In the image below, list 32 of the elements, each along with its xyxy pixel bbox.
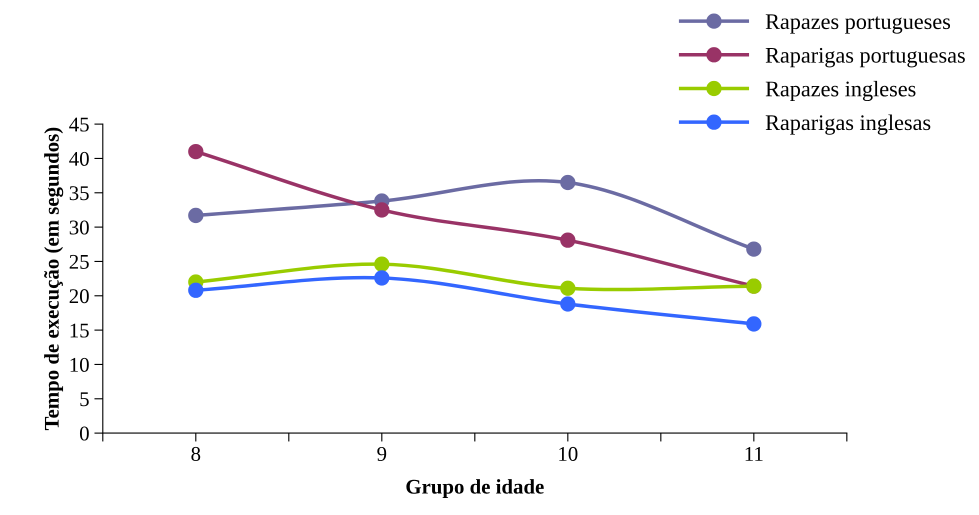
- point: [374, 256, 390, 272]
- point: [560, 280, 576, 296]
- x-tick-label: 10: [559, 446, 578, 461]
- point: [560, 232, 576, 248]
- point: [746, 316, 762, 332]
- x-tick-label: 8: [191, 446, 200, 461]
- y-tick-label: 25: [70, 254, 89, 269]
- x-tick-label: 11: [746, 447, 763, 461]
- point: [560, 296, 576, 312]
- legend-label: Rapazes portugueses: [766, 14, 950, 34]
- x-tick-label: 9: [377, 446, 386, 461]
- y-tick-label: 35: [70, 186, 89, 200]
- point: [746, 241, 762, 257]
- point: [374, 270, 390, 286]
- y-tick-label: 45: [69, 118, 89, 132]
- x-axis-title: Grupo de idade: [406, 479, 544, 498]
- y-tick-label: 20: [70, 289, 89, 304]
- y-tick-label: 5: [80, 392, 89, 406]
- y-axis-title: Tempo de execução (em segundos): [44, 128, 64, 430]
- y-tick-label: 30: [70, 220, 89, 235]
- y-tick-label: 40: [69, 152, 89, 166]
- legend-label: Rapazes ingleses: [766, 80, 916, 102]
- point: [188, 282, 204, 298]
- point: [188, 208, 204, 224]
- point: [188, 144, 204, 160]
- point: [560, 174, 576, 190]
- y-tick-label: 15: [70, 324, 89, 338]
- legend-label: Raparigas inglesas: [766, 114, 930, 135]
- point: [374, 202, 390, 218]
- legend-label: Raparigas portuguesas: [766, 48, 965, 68]
- y-tick-label: 10: [70, 358, 89, 372]
- y-tick-label: 0: [80, 426, 89, 441]
